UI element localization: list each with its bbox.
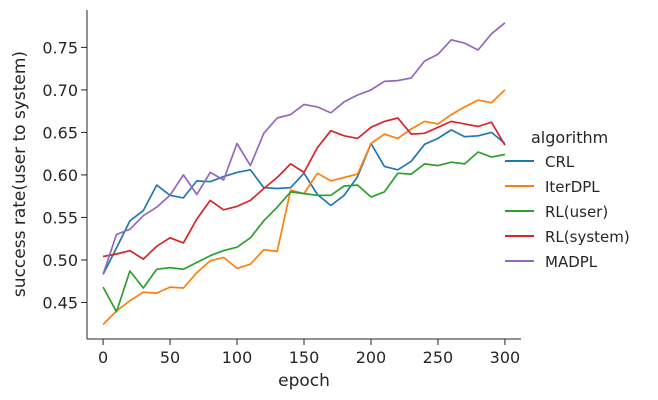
legend-label-rl-user: RL(user) (545, 203, 608, 221)
legend-label-iterdpl: IterDPL (545, 178, 600, 196)
y-tick-label: 0.55 (42, 208, 78, 227)
y-tick-label: 0.75 (42, 38, 78, 57)
series-line-rl-system (102, 117, 506, 260)
y-tick-label: 0.50 (42, 251, 78, 270)
legend-title: algorithm (531, 128, 608, 147)
x-tick-label: 150 (289, 348, 320, 367)
y-tick-label: 0.60 (42, 166, 78, 185)
x-axis-title: epoch (278, 371, 330, 391)
series-line-madpl (102, 22, 506, 275)
y-tick-label: 0.65 (42, 123, 78, 142)
y-axis-title: success rate(user to system) (10, 51, 30, 297)
x-tick-label: 200 (356, 348, 387, 367)
y-tick-label: 0.70 (42, 81, 78, 100)
x-tick-label: 50 (160, 348, 180, 367)
y-ticks: 0.45 0.50 0.55 0.60 0.65 0.70 0.75 (42, 38, 87, 312)
x-tick-label: 250 (423, 348, 454, 367)
series-lines (102, 22, 506, 326)
legend-label-rl-system: RL(system) (545, 228, 630, 246)
series-line-rl-user (102, 151, 506, 313)
legend-label-crl: CRL (545, 153, 575, 171)
legend-items: CRL IterDPL RL(user) RL(system) MADPL (505, 153, 630, 271)
x-tick-label: 300 (490, 348, 521, 367)
legend: algorithm CRL IterDPL RL(user) RL(system) MA… (505, 128, 630, 271)
y-tick-label: 0.45 (42, 293, 78, 312)
legend-label-madpl: MADPL (545, 253, 598, 271)
x-tick-label: 0 (98, 348, 108, 367)
x-ticks: 0 50 100 150 200 250 300 (98, 339, 520, 367)
x-tick-label: 100 (222, 348, 253, 367)
